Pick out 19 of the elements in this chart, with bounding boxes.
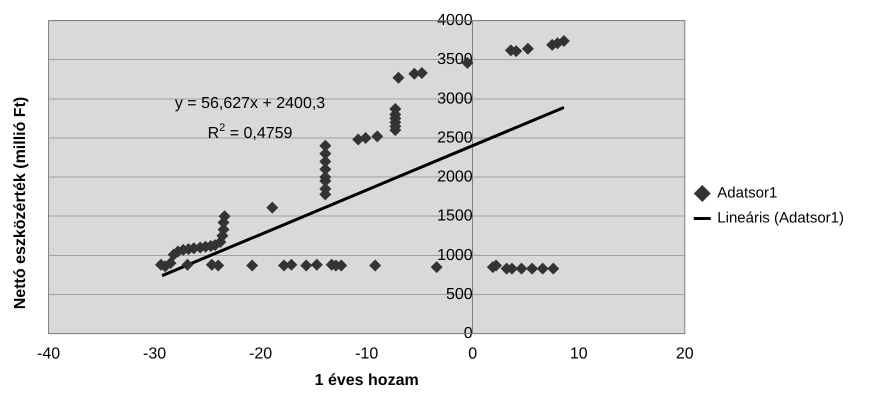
legend-label: Adatsor1 bbox=[717, 184, 778, 202]
y-tick-label: 4000 bbox=[437, 12, 473, 30]
annotation: y = 56,627x + 2400,3 bbox=[174, 95, 326, 112]
x-tick-label: 10 bbox=[570, 346, 588, 363]
x-tick-label: -20 bbox=[249, 346, 272, 363]
y-tick-label: 500 bbox=[446, 286, 473, 303]
x-axis-title: 1 éves hozam bbox=[314, 372, 419, 389]
y-tick-label: 2000 bbox=[437, 168, 473, 186]
y-tick-label: 1500 bbox=[437, 208, 473, 225]
x-tick-label: -10 bbox=[355, 346, 378, 363]
legend-label: Lineáris (Adatsor1) bbox=[717, 210, 844, 227]
y-tick-label: 1000 bbox=[437, 246, 473, 264]
x-tick-label: -30 bbox=[143, 346, 166, 363]
y-tick-label: 0 bbox=[464, 325, 473, 342]
x-tick-label: 20 bbox=[676, 346, 694, 363]
y-axis-title: Nettó eszközérték (millió Ft) bbox=[12, 96, 30, 310]
y-tick-label: 2500 bbox=[437, 129, 473, 146]
x-tick-label: -40 bbox=[37, 346, 60, 363]
y-tick-label: 3000 bbox=[437, 90, 473, 108]
